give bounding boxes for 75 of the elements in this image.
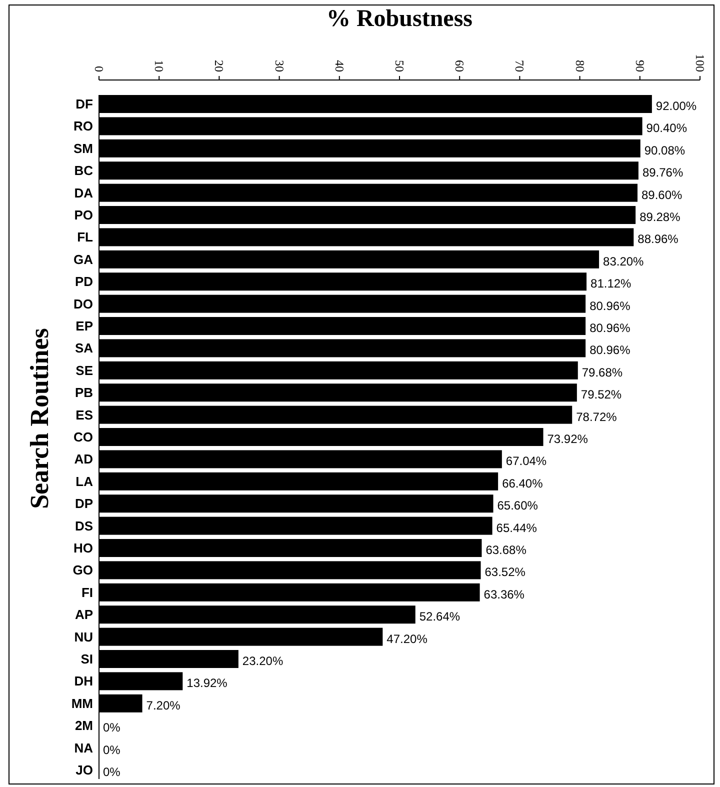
y-tick-label: PB (74, 385, 93, 400)
x-tick-label: 10 (152, 60, 166, 72)
data-label: 81.12% (590, 276, 632, 291)
y-tick-label: RO (74, 118, 93, 134)
y-tick-label: 2M (74, 718, 93, 734)
y-tick-label: BC (74, 163, 94, 178)
data-label: 79.68% (582, 365, 623, 380)
data-label: 0% (103, 742, 121, 757)
y-tick-label: DP (74, 496, 94, 512)
x-tick-label: 0 (92, 66, 106, 72)
data-label: 52.64% (419, 610, 460, 624)
y-tick-label: NU (74, 629, 93, 644)
data-label: 47.20% (386, 632, 428, 646)
data-label: 23.20% (242, 654, 284, 668)
y-tick-label: GO (72, 562, 93, 578)
y-tick-label: DH (74, 674, 93, 689)
x-tick-label: 60 (452, 60, 467, 72)
data-label: 78.72% (576, 410, 618, 424)
y-tick-label: FI (81, 584, 93, 600)
data-label: 0% (103, 720, 121, 735)
y-tick-label: SE (76, 362, 94, 378)
data-label: 63.68% (486, 543, 527, 557)
y-tick-label: LA (76, 474, 94, 489)
chart-title: % Robustness (326, 6, 473, 32)
data-label: 89.28% (640, 210, 681, 224)
data-label: 80.96% (590, 343, 631, 358)
y-tick-label: NA (74, 740, 94, 756)
y-tick-label: DS (74, 518, 94, 534)
x-tick-label: 30 (272, 60, 286, 72)
data-label: 13.92% (186, 676, 228, 690)
y-tick-label: PO (74, 208, 93, 222)
x-tick-label: 100 (693, 54, 707, 72)
y-tick-label: AD (74, 452, 93, 467)
data-label: 89.60% (641, 188, 683, 202)
data-label: 66.40% (502, 476, 544, 490)
data-label: 7.20% (146, 698, 181, 712)
data-label: 88.96% (638, 232, 679, 246)
data-label: 65.44% (496, 520, 538, 535)
x-tick-label: 20 (212, 60, 226, 72)
y-tick-label: ES (76, 407, 94, 422)
y-tick-label: CO (74, 430, 93, 444)
y-tick-label: PD (74, 274, 93, 290)
y-tick-label: SI (80, 652, 93, 666)
y-tick-label: DF (76, 96, 94, 112)
data-label: 92.00% (656, 99, 697, 113)
data-label: 80.96% (590, 321, 631, 335)
x-tick-label: 50 (392, 60, 406, 72)
y-tick-label: AP (74, 607, 94, 622)
data-label: 67.04% (506, 454, 547, 468)
data-label: 90.08% (644, 143, 686, 158)
y-tick-label: FL (77, 230, 94, 245)
data-label: 80.96% (590, 298, 631, 313)
x-tick-label: 90 (632, 60, 647, 72)
data-label: 63.36% (484, 587, 525, 602)
y-tick-label: SM (74, 140, 93, 156)
y-tick-label: GA (74, 252, 94, 267)
y-tick-label: DO (74, 296, 93, 312)
x-tick-label: 80 (572, 60, 587, 72)
data-label: 83.20% (603, 254, 644, 268)
x-tick-label: 40 (332, 60, 346, 72)
data-label: 73.92% (547, 432, 588, 446)
data-label: 79.52% (580, 388, 622, 402)
data-label: 90.40% (646, 121, 688, 136)
y-tick-label: DA (74, 185, 94, 200)
y-tick-label: JO (76, 762, 93, 778)
y-axis-title: Search Routines (25, 328, 54, 509)
x-tick-label: 70 (512, 60, 527, 72)
data-label: 0% (103, 765, 121, 779)
data-label: 63.52% (484, 565, 526, 580)
data-label: 89.76% (642, 166, 684, 180)
y-tick-label: MM (71, 696, 93, 711)
y-tick-label: HO (74, 540, 93, 556)
data-label: 65.60% (497, 498, 538, 513)
y-tick-label: EP (76, 318, 94, 334)
y-tick-label: SA (74, 340, 94, 356)
